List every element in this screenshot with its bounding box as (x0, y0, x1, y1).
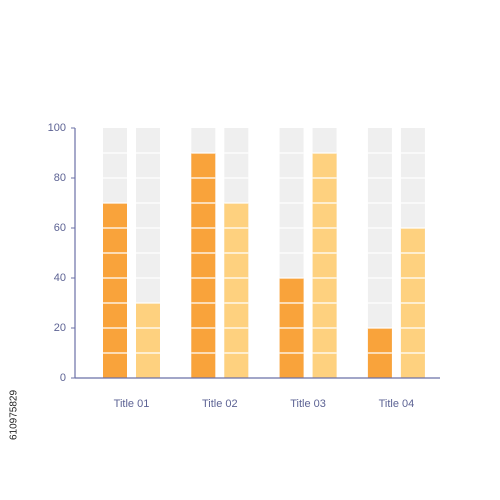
bar (103, 203, 127, 378)
bar (191, 153, 216, 378)
x-tick-label: Title 03 (290, 398, 326, 410)
y-tick-label: 20 (54, 322, 66, 334)
x-tick-label: Title 04 (379, 398, 415, 410)
watermark: 610975829 (9, 390, 20, 440)
bar (224, 203, 249, 378)
x-tick-label: Title 02 (202, 398, 238, 410)
bar (136, 303, 160, 378)
y-tick-label: 60 (54, 222, 66, 234)
y-tick-label: 80 (54, 172, 66, 184)
bar (312, 153, 337, 378)
y-tick-label: 0 (60, 372, 66, 384)
y-tick-label: 100 (48, 122, 66, 134)
y-tick-label: 40 (54, 272, 66, 284)
x-tick-label: Title 01 (114, 398, 150, 410)
